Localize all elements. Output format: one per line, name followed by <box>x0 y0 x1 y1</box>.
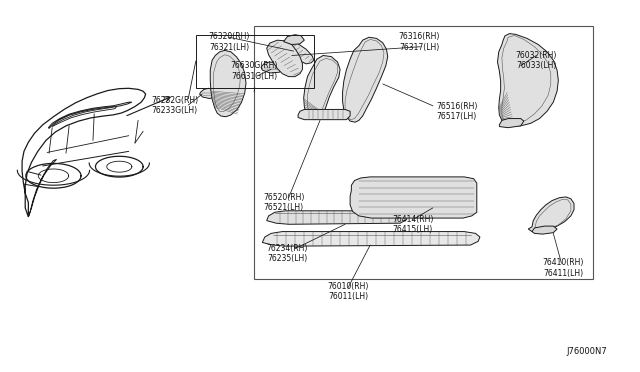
Text: 76414(RH)
76415(LH): 76414(RH) 76415(LH) <box>392 215 433 234</box>
Text: 76316(RH)
76317(LH): 76316(RH) 76317(LH) <box>399 32 440 52</box>
Bar <box>254 26 593 279</box>
Text: 76520(RH)
76521(LH): 76520(RH) 76521(LH) <box>263 193 304 212</box>
Text: 76516(RH)
76517(LH): 76516(RH) 76517(LH) <box>436 102 477 121</box>
Polygon shape <box>350 177 477 218</box>
Bar <box>196 35 314 87</box>
Polygon shape <box>284 35 305 45</box>
Polygon shape <box>262 231 480 246</box>
Polygon shape <box>497 33 558 126</box>
Polygon shape <box>499 119 524 128</box>
Polygon shape <box>532 226 557 234</box>
Polygon shape <box>261 62 282 73</box>
Polygon shape <box>200 88 217 99</box>
Polygon shape <box>528 197 574 231</box>
Polygon shape <box>52 106 116 126</box>
Polygon shape <box>304 55 340 120</box>
Polygon shape <box>285 43 314 64</box>
Polygon shape <box>28 159 56 217</box>
Text: 76032(RH)
76033(LH): 76032(RH) 76033(LH) <box>516 51 557 70</box>
Polygon shape <box>22 88 146 217</box>
Text: 76320(RH)
76321(LH): 76320(RH) 76321(LH) <box>209 32 250 52</box>
Polygon shape <box>298 109 350 120</box>
Text: 76630G(RH)
76631G(LH): 76630G(RH) 76631G(LH) <box>230 61 278 81</box>
Text: 76010(RH)
76011(LH): 76010(RH) 76011(LH) <box>328 282 369 301</box>
Polygon shape <box>267 40 303 77</box>
Polygon shape <box>49 102 132 128</box>
Text: 76410(RH)
76411(LH): 76410(RH) 76411(LH) <box>543 258 584 278</box>
Text: J76000N7: J76000N7 <box>566 347 607 356</box>
Polygon shape <box>342 37 388 122</box>
Text: 76232G(RH)
76233G(LH): 76232G(RH) 76233G(LH) <box>151 96 198 115</box>
Polygon shape <box>211 50 246 117</box>
Polygon shape <box>267 211 408 224</box>
Text: 76234(RH)
76235(LH): 76234(RH) 76235(LH) <box>267 244 308 263</box>
